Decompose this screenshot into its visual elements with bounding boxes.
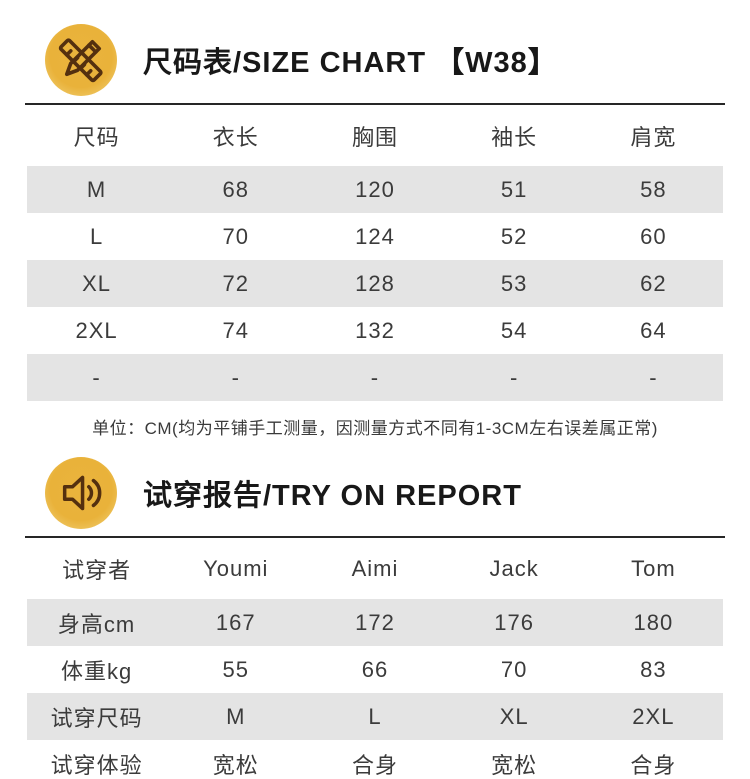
size-chart-header-row: 尺码 衣长 胸围 袖长 肩宽 [27,105,723,166]
table-cell: 124 [355,223,395,249]
row-label: 体重kg [60,658,133,684]
column-header: Youmi [203,555,269,581]
table-cell: 72 [222,270,250,296]
size-label: - [92,364,101,390]
table-cell: 55 [222,656,250,682]
try-on-report-title: 试穿报告/TRY ON REPORT [143,480,522,512]
column-header: 衣长 [212,124,259,150]
table-cell: 132 [355,317,395,343]
table-cell: 53 [500,270,528,296]
size-label: M [86,176,107,202]
table-cell: 176 [494,609,535,635]
column-header: 尺码 [73,124,120,150]
row-label: 身高cm [57,611,136,637]
try-on-report-table: 试穿者 Youmi Aimi Jack Tom 身高cm 167 172 176… [27,538,723,779]
size-chart-table: 尺码 衣长 胸围 袖长 肩宽 M 68 120 51 58 L 70 124 5… [27,105,723,401]
column-header: Tom [631,555,676,581]
table-cell: 68 [222,176,250,202]
table-cell: M [226,703,246,729]
table-row: 身高cm 167 172 176 180 [27,599,723,646]
table-row: M 68 120 51 58 [27,166,723,213]
table-cell: 172 [355,609,395,635]
table-cell: 58 [640,176,667,202]
try-on-report-divider [25,536,725,538]
table-cell: XL [499,703,529,729]
table-cell: - [231,364,240,390]
column-header: 袖长 [491,124,538,150]
table-cell: 64 [640,317,667,343]
table-cell: - [509,364,519,390]
size-label: 2XL [75,317,118,343]
table-cell: 合身 [351,752,398,778]
measurement-unit-note: 单位：CM(均为平铺手工测量，因测量方式不同有1-3CM左右误差属正常) [92,419,658,438]
table-row: 试穿尺码 M L XL 2XL [27,693,723,740]
table-cell: 62 [640,270,667,296]
size-label: L [89,223,104,249]
table-row: L 70 124 52 60 [27,213,723,260]
size-chart-divider [25,103,725,105]
table-cell: - [649,364,658,390]
try-on-report-header: 试穿报告/TRY ON REPORT [0,439,750,536]
table-row: 体重kg 55 66 70 83 [27,646,723,693]
table-cell: 51 [500,176,528,202]
table-cell: 70 [500,656,528,682]
table-cell: 宽松 [491,752,538,778]
pencil-ruler-icon [45,24,117,96]
table-cell: 128 [355,270,395,296]
table-row: - - - - - [27,354,723,401]
table-cell: 合身 [630,752,677,778]
column-header: 肩宽 [630,124,677,150]
row-label: 试穿体验 [50,752,143,778]
size-chart-title: 尺码表/SIZE CHART 【W38】 [143,47,558,79]
column-header: Aimi [351,555,399,581]
table-cell: 2XL [632,703,675,729]
table-row: 2XL 74 132 54 64 [27,307,723,354]
table-cell: 120 [355,176,395,202]
table-cell: 52 [500,223,528,249]
table-row: XL 72 128 53 62 [27,260,723,307]
size-chart-header: 尺码表/SIZE CHART 【W38】 [0,0,750,103]
size-label: XL [82,270,112,296]
table-cell: 167 [215,609,256,635]
table-cell: - [370,364,380,390]
table-cell: 74 [222,317,250,343]
row-label: 试穿尺码 [50,705,143,731]
table-cell: 83 [640,656,667,682]
table-row: 试穿体验 宽松 合身 宽松 合身 [27,740,723,779]
speaker-icon [45,457,117,529]
table-cell: 70 [222,223,250,249]
column-header: 试穿者 [62,557,132,583]
table-cell: 54 [500,317,528,343]
table-cell: L [368,703,382,729]
try-on-header-row: 试穿者 Youmi Aimi Jack Tom [27,538,723,599]
table-cell: 60 [640,223,667,249]
table-cell: 宽松 [212,752,259,778]
table-cell: 66 [361,656,389,682]
table-cell: 180 [633,609,674,635]
column-header: Jack [489,555,539,581]
column-header: 胸围 [351,124,398,150]
